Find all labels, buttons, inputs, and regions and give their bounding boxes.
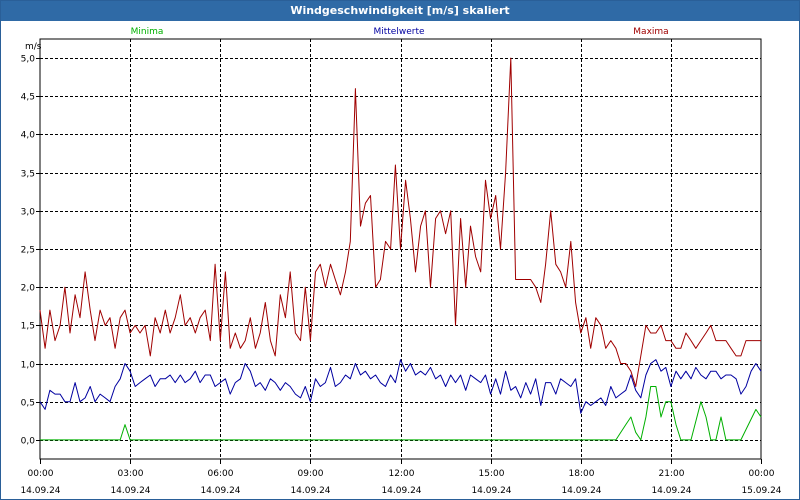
y-tick-label: 2,0 <box>21 284 36 294</box>
series-line-mittelwerte <box>39 359 762 414</box>
x-tick-date: 15.09.24 <box>741 486 781 496</box>
y-tick-label: 5,0 <box>21 55 36 65</box>
x-tick-time: 06:00 <box>208 469 234 479</box>
x-tick-time: 15:00 <box>479 469 505 479</box>
x-tick-time: 18:00 <box>569 469 595 479</box>
x-tick-date: 14.09.24 <box>200 486 240 496</box>
x-tick-date: 14.09.24 <box>20 486 60 496</box>
legend-entry-minima: Minima <box>131 27 164 37</box>
y-tick-label: 3,5 <box>21 170 35 180</box>
legend: Minima Mittelwerte Maxima <box>131 27 669 37</box>
x-tick-time: 09:00 <box>298 469 324 479</box>
x-tick-time: 21:00 <box>659 469 685 479</box>
x-tick-time: 00:00 <box>28 469 54 479</box>
y-axis: 0,0 0,5 1,0 1,5 2,0 2,5 3,0 3,5 4,0 4,5 5,0 <box>21 55 40 447</box>
x-tick-time: 00:00 <box>749 469 775 479</box>
y-tick-label: 0,0 <box>21 437 36 447</box>
series-line-minima <box>40 386 762 441</box>
x-tick-date: 14.09.24 <box>381 486 421 496</box>
x-tick-time: 12:00 <box>389 469 415 479</box>
x-tick-date: 14.09.24 <box>110 486 150 496</box>
grid <box>40 39 761 459</box>
y-tick-label: 2,5 <box>21 246 35 256</box>
x-tick-date: 14.09.24 <box>290 486 330 496</box>
x-tick-time: 03:00 <box>118 469 144 479</box>
y-tick-label: 4,5 <box>21 93 35 103</box>
legend-entry-maxima: Maxima <box>633 27 668 37</box>
x-tick-date: 14.09.24 <box>471 486 511 496</box>
y-tick-label: 4,0 <box>21 131 36 141</box>
x-tick-date: 14.09.24 <box>651 486 691 496</box>
y-tick-label: 1,0 <box>21 361 36 371</box>
x-tick-date: 14.09.24 <box>561 486 601 496</box>
wind-speed-chart: 0,0 0,5 1,0 1,5 2,0 2,5 3,0 3,5 4,0 4,5 5,0 00:00 1… <box>20 27 782 496</box>
series-layer <box>39 57 762 441</box>
y-tick-label: 0,5 <box>21 399 35 409</box>
x-axis: 00:00 14.09.24 03:00 14.09.24 06:00 14.09.24 0… <box>20 459 782 496</box>
window-title: Windgeschwindigkeit [m/s] skaliert <box>1 1 799 21</box>
legend-entry-mittelwerte: Mittelwerte <box>373 27 424 37</box>
y-tick-label: 3,0 <box>21 208 36 218</box>
y-tick-label: 1,5 <box>21 322 35 332</box>
y-axis-unit-label: m/s <box>25 42 42 52</box>
series-line-maxima <box>39 57 761 387</box>
